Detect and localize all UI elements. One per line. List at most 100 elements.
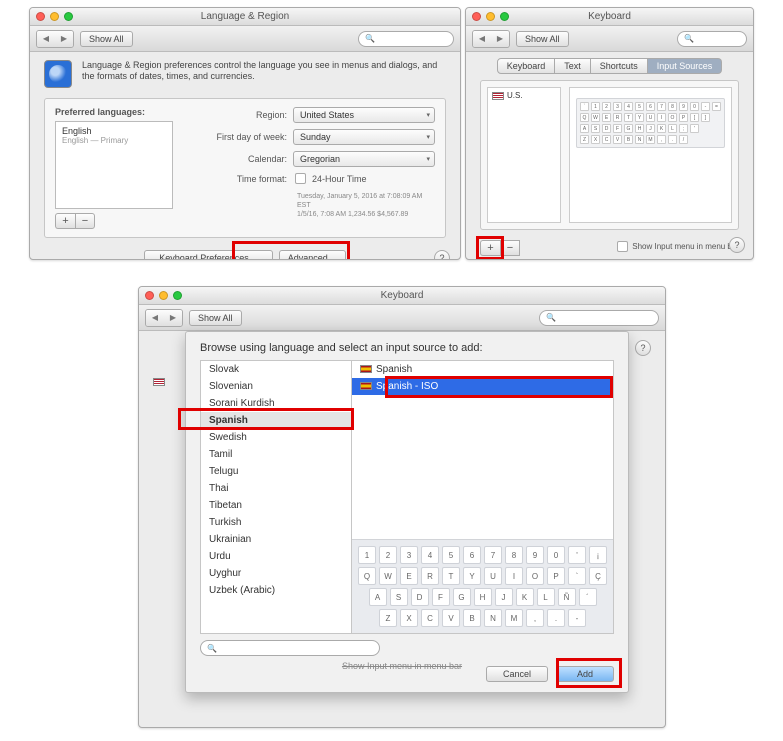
- language-item[interactable]: Uyghur: [201, 565, 351, 582]
- example-formats: 1/5/16, 7:08 AM 1,234.56 $4,567.89: [297, 210, 435, 219]
- key: Ñ: [558, 588, 576, 606]
- language-item[interactable]: Thai: [201, 480, 351, 497]
- preferred-languages-list[interactable]: English English — Primary: [55, 121, 173, 209]
- language-item[interactable]: Swedish: [201, 429, 351, 446]
- forward-button[interactable]: ▶: [55, 31, 73, 47]
- key: L: [668, 124, 677, 133]
- language-item[interactable]: Slovenian: [201, 378, 351, 395]
- key: L: [537, 588, 555, 606]
- add-language-button[interactable]: +: [55, 213, 75, 229]
- back-button[interactable]: ◀: [37, 31, 55, 47]
- language-region-window: Language & Region ◀ ▶ Show All Language …: [29, 7, 461, 260]
- key: J: [646, 124, 655, 133]
- key: 1: [591, 102, 600, 111]
- key: 8: [668, 102, 677, 111]
- first-day-label: First day of week:: [187, 132, 287, 142]
- key: -: [568, 609, 586, 627]
- key: I: [505, 567, 523, 585]
- search-input[interactable]: [539, 310, 659, 326]
- close-icon[interactable]: [472, 12, 481, 21]
- language-item[interactable]: Spanish: [201, 412, 351, 429]
- keyboard-preferences-button[interactable]: Keyboard Preferences…: [144, 250, 273, 260]
- tab-keyboard[interactable]: Keyboard: [497, 58, 556, 74]
- key: A: [580, 124, 589, 133]
- key: 6: [646, 102, 655, 111]
- minimize-icon[interactable]: [159, 291, 168, 300]
- search-input[interactable]: [358, 31, 454, 47]
- key: T: [624, 113, 633, 122]
- key: 2: [602, 102, 611, 111]
- first-day-dropdown[interactable]: Sunday▾: [293, 129, 435, 145]
- tab-shortcuts[interactable]: Shortcuts: [591, 58, 648, 74]
- calendar-dropdown[interactable]: Gregorian▾: [293, 151, 435, 167]
- key: F: [613, 124, 622, 133]
- language-item[interactable]: Ukrainian: [201, 531, 351, 548]
- search-input[interactable]: [677, 31, 747, 47]
- add-source-button[interactable]: +: [480, 240, 500, 256]
- key: 0: [690, 102, 699, 111]
- key: D: [411, 588, 429, 606]
- show-input-menu-checkbox[interactable]: [617, 241, 628, 252]
- key: X: [591, 135, 600, 144]
- language-list[interactable]: SlovakSlovenianSorani KurdishSpanishSwed…: [200, 360, 351, 634]
- input-source-item[interactable]: Spanish: [352, 361, 613, 378]
- minimize-icon[interactable]: [486, 12, 495, 21]
- close-icon[interactable]: [36, 12, 45, 21]
- key: N: [635, 135, 644, 144]
- flag-es-icon: [360, 365, 372, 373]
- input-source-list[interactable]: SpanishSpanish - ISO: [352, 361, 613, 539]
- input-source-item[interactable]: Spanish - ISO: [352, 378, 613, 395]
- add-button[interactable]: Add: [556, 666, 614, 682]
- key: R: [421, 567, 439, 585]
- language-item[interactable]: Tibetan: [201, 497, 351, 514]
- key: Z: [379, 609, 397, 627]
- time-format-checkbox[interactable]: [295, 173, 306, 184]
- tab-text[interactable]: Text: [555, 58, 591, 74]
- advanced-button[interactable]: Advanced…: [279, 250, 346, 260]
- key: O: [526, 567, 544, 585]
- show-all-button[interactable]: Show All: [189, 310, 242, 326]
- language-item[interactable]: Sorani Kurdish: [201, 395, 351, 412]
- back-button[interactable]: ◀: [473, 31, 491, 47]
- key: 9: [679, 102, 688, 111]
- key: P: [679, 113, 688, 122]
- key: E: [602, 113, 611, 122]
- language-search-input[interactable]: [200, 640, 380, 656]
- show-all-button[interactable]: Show All: [516, 31, 569, 47]
- region-dropdown[interactable]: United States▾: [293, 107, 435, 123]
- key: A: [369, 588, 387, 606]
- tab-input-sources[interactable]: Input Sources: [648, 58, 723, 74]
- zoom-icon[interactable]: [64, 12, 73, 21]
- zoom-icon[interactable]: [500, 12, 509, 21]
- key: Y: [635, 113, 644, 122]
- cancel-button[interactable]: Cancel: [486, 666, 548, 682]
- minimize-icon[interactable]: [50, 12, 59, 21]
- example-datetime: Tuesday, January 5, 2016 at 7:08:09 AM E…: [297, 192, 435, 210]
- language-item[interactable]: Tamil: [201, 446, 351, 463]
- language-item[interactable]: Turkish: [201, 514, 351, 531]
- forward-button[interactable]: ▶: [491, 31, 509, 47]
- language-item[interactable]: Uzbek (Arabic): [201, 582, 351, 599]
- language-subtitle: English — Primary: [62, 136, 166, 145]
- zoom-icon[interactable]: [173, 291, 182, 300]
- window-title: Language & Region: [30, 11, 460, 22]
- language-item[interactable]: Slovak: [201, 361, 351, 378]
- language-item[interactable]: Telugu: [201, 463, 351, 480]
- help-button[interactable]: ?: [635, 340, 651, 356]
- help-button[interactable]: ?: [434, 250, 450, 260]
- input-sources-list[interactable]: U.S.: [487, 87, 561, 223]
- show-all-button[interactable]: Show All: [80, 31, 133, 47]
- key: M: [505, 609, 523, 627]
- help-button[interactable]: ?: [729, 237, 745, 253]
- key: 5: [442, 546, 460, 564]
- key: ]: [701, 113, 710, 122]
- time-format-text: 24-Hour Time: [312, 174, 367, 184]
- language-item[interactable]: Urdu: [201, 548, 351, 565]
- back-button[interactable]: ◀: [146, 310, 164, 326]
- key: U: [484, 567, 502, 585]
- remove-source-button[interactable]: −: [500, 240, 520, 256]
- key: K: [516, 588, 534, 606]
- remove-language-button[interactable]: −: [75, 213, 95, 229]
- close-icon[interactable]: [145, 291, 154, 300]
- forward-button[interactable]: ▶: [164, 310, 182, 326]
